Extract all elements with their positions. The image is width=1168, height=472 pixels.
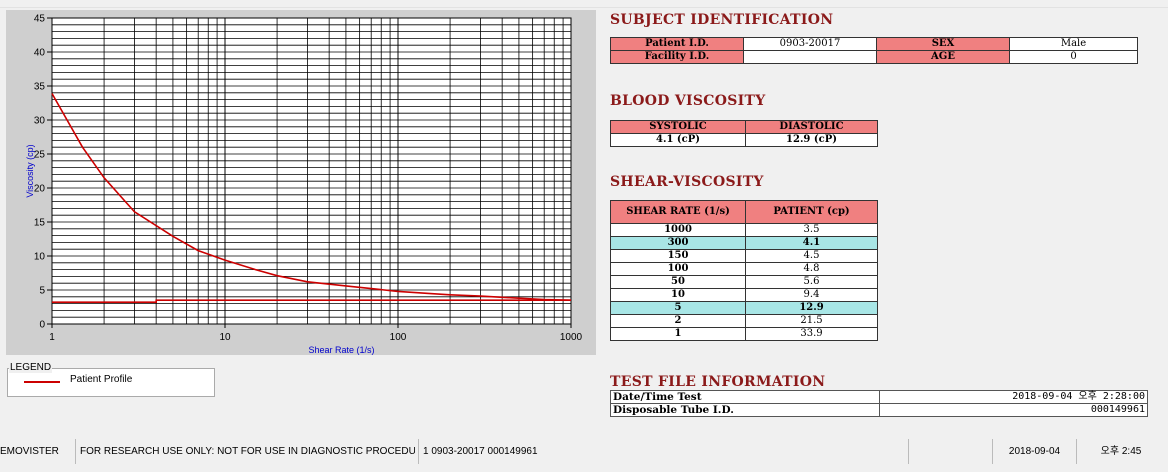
shear-table-row: 1 33.9 xyxy=(610,327,878,341)
x-tick-label: 1 xyxy=(49,332,55,343)
test-file-information-heading: TEST FILE INFORMATION xyxy=(610,374,826,390)
shear-table-row: 150 4.5 xyxy=(610,249,878,263)
shear-rate-cell: 2 xyxy=(610,314,746,328)
shear-rate-cell: 50 xyxy=(610,275,746,289)
test-file-table: Date/Time Test 2018-09-04 오후 2:28:00 Dis… xyxy=(610,390,1148,417)
tube-id-label: Disposable Tube I.D. xyxy=(610,403,880,417)
systolic-value: 4.1 (cP) xyxy=(610,133,746,147)
sex-label: SEX xyxy=(876,37,1010,51)
series-baseline-line xyxy=(52,299,571,303)
patient-cp-cell: 12.9 xyxy=(745,301,878,315)
y-tick-label: 40 xyxy=(34,48,46,59)
datetime-label: Date/Time Test xyxy=(610,390,880,404)
y-tick-label: 20 xyxy=(34,184,46,195)
shear-rate-cell: 150 xyxy=(610,249,746,263)
systolic-label: SYSTOLIC xyxy=(610,120,746,134)
patient-cp-cell: 33.9 xyxy=(745,327,878,341)
shear-rate-cell: 1 xyxy=(610,327,746,341)
status-notice: FOR RESEARCH USE ONLY: NOT FOR USE IN DI… xyxy=(75,439,415,464)
viscosity-chart-panel: 0 5 10 15 20 25 30 35 40 45 1 10 100 1000 Shear Rate (… xyxy=(6,10,596,355)
x-tick-label: 100 xyxy=(390,332,407,343)
facility-id-value xyxy=(743,50,877,64)
status-app-name: EMOVISTER xyxy=(0,446,59,457)
patient-id-value: 0903-20017 xyxy=(743,37,877,51)
patient-cp-cell: 4.1 xyxy=(745,236,878,250)
series-patient-profile-line xyxy=(51,93,572,301)
y-axis-title: Viscosity (cp) xyxy=(25,144,35,197)
y-tick-label: 5 xyxy=(39,286,45,297)
shear-table-row: 100 4.8 xyxy=(610,262,878,276)
age-label: AGE xyxy=(876,50,1010,64)
shear-table-row: 300 4.1 xyxy=(610,236,878,250)
shear-rate-cell: 10 xyxy=(610,288,746,302)
shear-rate-cell: 1000 xyxy=(610,223,746,237)
legend-line-swatch xyxy=(24,381,60,383)
x-axis-title: Shear Rate (1/s) xyxy=(308,345,374,355)
shear-viscosity-table: SHEAR RATE (1/s) PATIENT (cp) 1000 3.5 300… xyxy=(610,200,878,341)
y-tick-label: 0 xyxy=(39,320,45,331)
facility-id-label: Facility I.D. xyxy=(610,50,744,64)
patient-cp-cell: 4.8 xyxy=(745,262,878,276)
shear-rate-cell: 5 xyxy=(610,301,746,315)
patient-cp-cell: 21.5 xyxy=(745,314,878,328)
patient-cp-cell: 5.6 xyxy=(745,275,878,289)
status-date: 2018-09-04 xyxy=(992,439,1072,464)
shear-rate-header: SHEAR RATE (1/s) xyxy=(610,200,746,224)
blood-viscosity-heading: BLOOD VISCOSITY xyxy=(610,93,766,109)
top-border xyxy=(0,0,1168,8)
y-tick-label: 45 xyxy=(34,14,46,25)
shear-table-row: 2 21.5 xyxy=(610,314,878,328)
y-tick-label: 30 xyxy=(34,116,46,127)
y-tick-label: 25 xyxy=(34,150,46,161)
subject-identification-heading: SUBJECT IDENTIFICATION xyxy=(610,12,834,28)
x-tick-label: 10 xyxy=(219,332,231,343)
diastolic-label: DIASTOLIC xyxy=(745,120,878,134)
shear-table-row: 5 12.9 xyxy=(610,301,878,315)
shear-rate-cell: 100 xyxy=(610,262,746,276)
status-empty-pane xyxy=(908,439,993,464)
tube-id-value: 000149961 xyxy=(879,403,1148,417)
status-time: 오후 2:45 xyxy=(1076,439,1161,464)
viscosity-chart: 0 5 10 15 20 25 30 35 40 45 1 10 100 1000 Shear Rate (… xyxy=(25,14,583,356)
status-file-info: 1 0903-20017 000149961 xyxy=(418,439,903,464)
subject-table: Patient I.D. 0903-20017 SEX Male Facilit… xyxy=(610,37,1138,64)
patient-cp-cell: 4.5 xyxy=(745,249,878,263)
y-tick-label: 15 xyxy=(34,218,46,229)
diastolic-value: 12.9 (cP) xyxy=(745,133,878,147)
status-bar: EMOVISTER FOR RESEARCH USE ONLY: NOT FOR… xyxy=(0,439,1168,464)
shear-viscosity-heading: SHEAR-VISCOSITY xyxy=(610,174,764,190)
patient-cp-cell: 3.5 xyxy=(745,223,878,237)
shear-rate-cell: 300 xyxy=(610,236,746,250)
patient-cp-header: PATIENT (cp) xyxy=(745,200,878,224)
legend-entry-patient-profile: Patient Profile xyxy=(70,374,133,385)
datetime-value: 2018-09-04 오후 2:28:00 xyxy=(879,390,1148,404)
age-value: 0 xyxy=(1009,50,1138,64)
blood-viscosity-table: SYSTOLIC DIASTOLIC 4.1 (cP) 12.9 (cP) xyxy=(610,120,878,147)
shear-table-row: 50 5.6 xyxy=(610,275,878,289)
patient-id-label: Patient I.D. xyxy=(610,37,744,51)
y-tick-label: 35 xyxy=(34,82,46,93)
y-tick-label: 10 xyxy=(34,252,46,263)
sex-value: Male xyxy=(1009,37,1138,51)
shear-table-row: 10 9.4 xyxy=(610,288,878,302)
x-tick-label: 1000 xyxy=(560,332,583,343)
plot-area xyxy=(51,17,572,325)
patient-cp-cell: 9.4 xyxy=(745,288,878,302)
legend-title: LEGEND xyxy=(9,362,53,373)
shear-table-row: 1000 3.5 xyxy=(610,223,878,237)
